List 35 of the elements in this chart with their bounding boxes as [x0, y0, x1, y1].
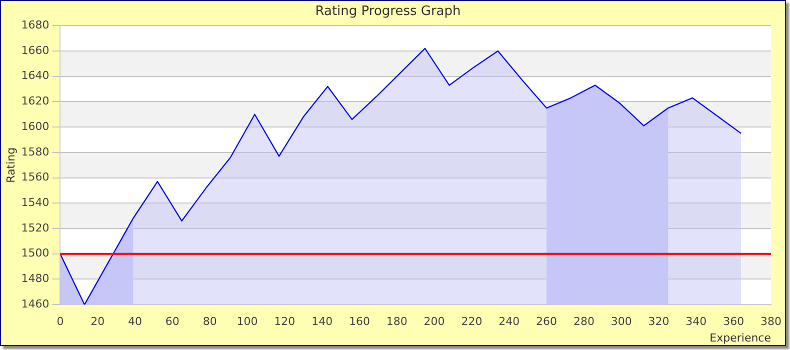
- x-tick-label: 60: [165, 315, 180, 328]
- x-tick-label: 320: [648, 315, 670, 328]
- x-tick-label: 40: [128, 315, 142, 328]
- y-tick-label: 1540: [21, 196, 50, 210]
- y-axis-title: Rating: [4, 147, 18, 183]
- x-tick-label: 220: [461, 315, 482, 328]
- y-tick-label: 1560: [21, 170, 50, 184]
- x-tick-label: 0: [56, 315, 64, 328]
- x-tick-label: 260: [536, 315, 558, 328]
- y-tick-label: 1680: [21, 18, 50, 32]
- y-tick-label: 1500: [21, 246, 50, 260]
- x-tick-label: 80: [202, 315, 217, 328]
- x-tick-label: 340: [686, 315, 707, 328]
- chart-title: Rating Progress Graph: [315, 4, 461, 20]
- x-tick-label: 380: [760, 315, 782, 328]
- x-tick-label: 240: [498, 315, 520, 328]
- y-tick-label: 1480: [21, 272, 50, 286]
- x-tick-label: 300: [610, 315, 632, 328]
- y-tick-label: 1460: [21, 297, 50, 310]
- x-tick-label: 180: [386, 315, 408, 328]
- y-tick-label: 1640: [21, 69, 50, 82]
- x-tick-label: 280: [573, 315, 594, 328]
- x-tick-label: 200: [424, 315, 445, 328]
- y-tick-label: 1520: [21, 221, 50, 234]
- x-axis-title: Experience: [710, 331, 772, 344]
- x-tick-label: 20: [90, 315, 105, 328]
- x-tick-label: 100: [236, 315, 258, 328]
- x-tick-label: 160: [348, 315, 370, 328]
- y-tick-label: 1600: [21, 120, 50, 133]
- y-tick-label: 1580: [21, 145, 50, 158]
- y-tick-label: 1660: [21, 44, 50, 57]
- x-tick-label: 360: [723, 315, 744, 328]
- x-tick-label: 120: [274, 315, 296, 328]
- y-tick-label: 1620: [21, 94, 50, 108]
- x-tick-label: 140: [312, 315, 333, 328]
